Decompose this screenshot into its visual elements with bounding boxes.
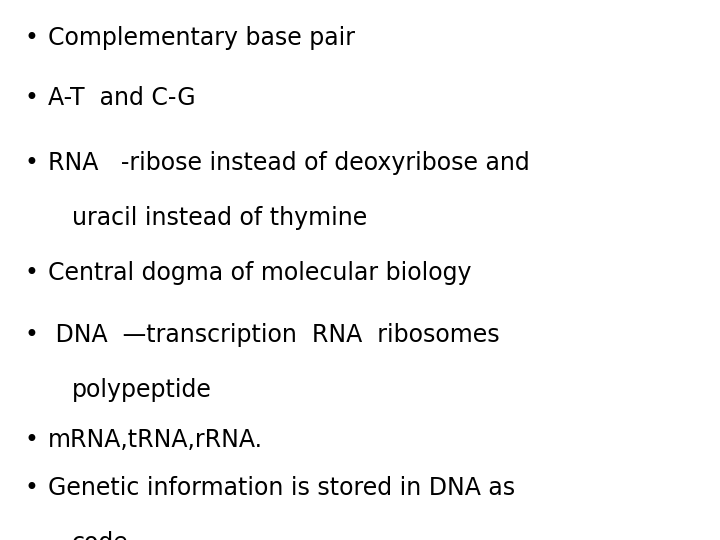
Text: mRNA,tRNA,rRNA.: mRNA,tRNA,rRNA. xyxy=(48,428,263,452)
Text: •: • xyxy=(25,151,39,175)
Text: code.: code. xyxy=(72,531,136,540)
Text: Genetic information is stored in DNA as: Genetic information is stored in DNA as xyxy=(48,476,515,500)
Text: •: • xyxy=(25,428,39,452)
Text: •: • xyxy=(25,26,39,50)
Text: Complementary base pair: Complementary base pair xyxy=(48,26,355,50)
Text: •: • xyxy=(25,323,39,347)
Text: RNA   -ribose instead of deoxyribose and: RNA -ribose instead of deoxyribose and xyxy=(48,151,530,175)
Text: uracil instead of thymine: uracil instead of thymine xyxy=(72,206,367,230)
Text: •: • xyxy=(25,261,39,285)
Text: A-T  and C-G: A-T and C-G xyxy=(48,86,196,110)
Text: DNA  —transcription  RNA  ribosomes: DNA —transcription RNA ribosomes xyxy=(48,323,500,347)
Text: •: • xyxy=(25,476,39,500)
Text: •: • xyxy=(25,86,39,110)
Text: Central dogma of molecular biology: Central dogma of molecular biology xyxy=(48,261,472,285)
Text: polypeptide: polypeptide xyxy=(72,378,212,402)
